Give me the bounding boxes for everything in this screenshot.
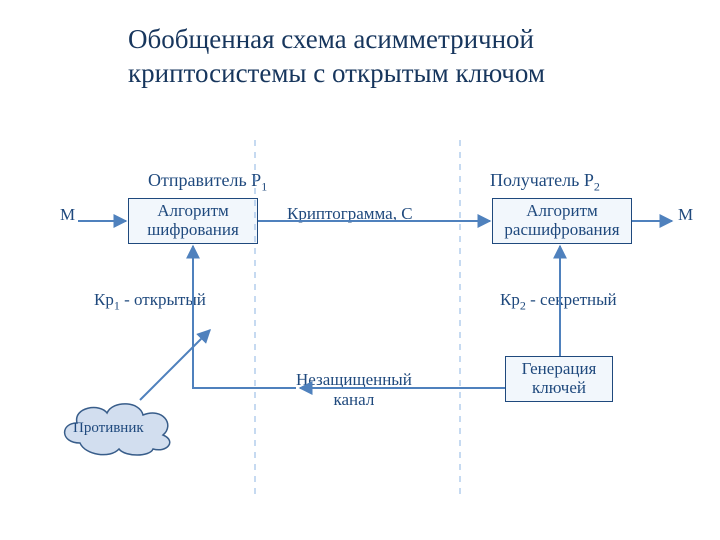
kp2-label: Кр2 - секретный bbox=[500, 290, 617, 313]
title-line-1: Обобщенная схема асимметричной bbox=[128, 24, 534, 55]
kp1-label: Кр1 - открытый bbox=[94, 290, 206, 313]
channel-label: Незащищенныйканал bbox=[296, 370, 412, 410]
m-out: М bbox=[678, 205, 693, 225]
sender-heading: Отправитель Р1 bbox=[148, 170, 267, 195]
title-line-2: криптосистемы с открытым ключом bbox=[128, 58, 545, 89]
encrypt-box: Алгоритмшифрования bbox=[128, 198, 258, 244]
receiver-heading: Получатель Р2 bbox=[490, 170, 600, 195]
keygen-box: Генерацияключей bbox=[505, 356, 613, 402]
decrypt-box: Алгоритмрасшифрования bbox=[492, 198, 632, 244]
cryptogram-label: Криптограмма, С bbox=[287, 204, 413, 224]
adversary-label: Противник bbox=[73, 420, 144, 437]
m-in: М bbox=[60, 205, 75, 225]
